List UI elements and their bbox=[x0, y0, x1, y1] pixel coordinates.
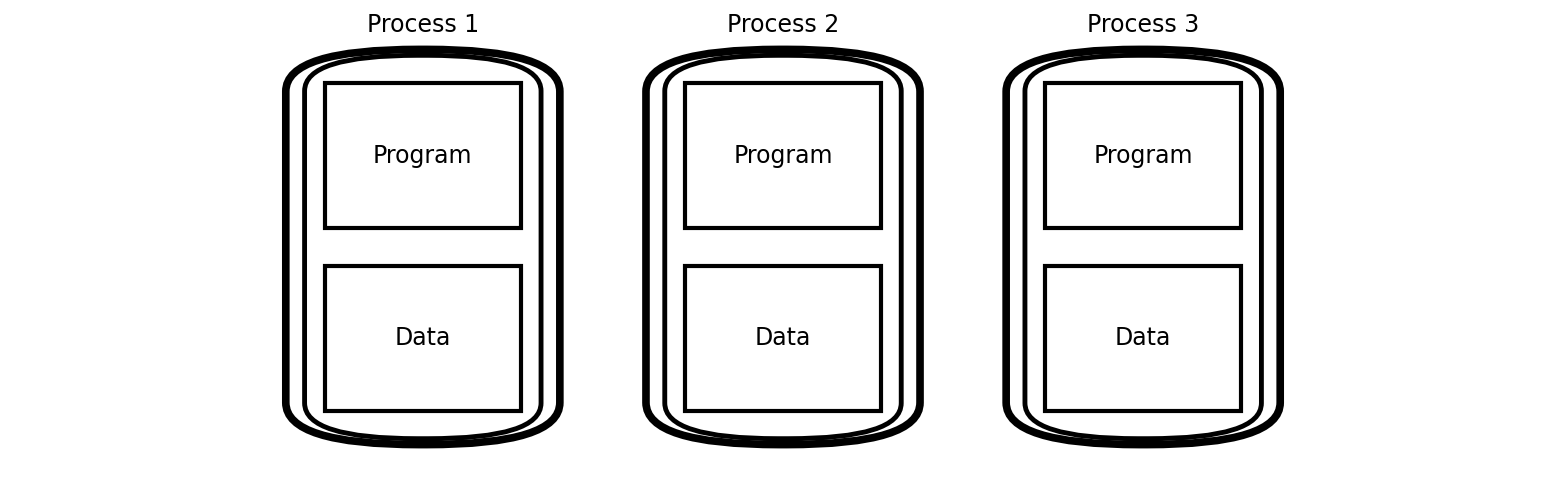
FancyBboxPatch shape bbox=[1046, 266, 1242, 411]
FancyBboxPatch shape bbox=[686, 83, 880, 228]
FancyBboxPatch shape bbox=[1007, 49, 1281, 445]
Text: Process 2: Process 2 bbox=[727, 13, 839, 37]
Text: Process 3: Process 3 bbox=[1087, 13, 1200, 37]
FancyBboxPatch shape bbox=[686, 266, 880, 411]
Text: Program: Program bbox=[373, 144, 473, 167]
FancyBboxPatch shape bbox=[664, 55, 902, 439]
Text: Data: Data bbox=[1115, 327, 1171, 350]
Text: Program: Program bbox=[733, 144, 833, 167]
FancyBboxPatch shape bbox=[287, 49, 561, 445]
FancyBboxPatch shape bbox=[1046, 83, 1242, 228]
Text: Data: Data bbox=[395, 327, 451, 350]
FancyBboxPatch shape bbox=[326, 266, 521, 411]
Text: Process 1: Process 1 bbox=[366, 13, 479, 37]
Text: Data: Data bbox=[755, 327, 811, 350]
FancyBboxPatch shape bbox=[326, 83, 521, 228]
Text: Program: Program bbox=[1093, 144, 1193, 167]
FancyBboxPatch shape bbox=[645, 49, 919, 445]
FancyBboxPatch shape bbox=[1024, 55, 1262, 439]
FancyBboxPatch shape bbox=[305, 55, 542, 439]
